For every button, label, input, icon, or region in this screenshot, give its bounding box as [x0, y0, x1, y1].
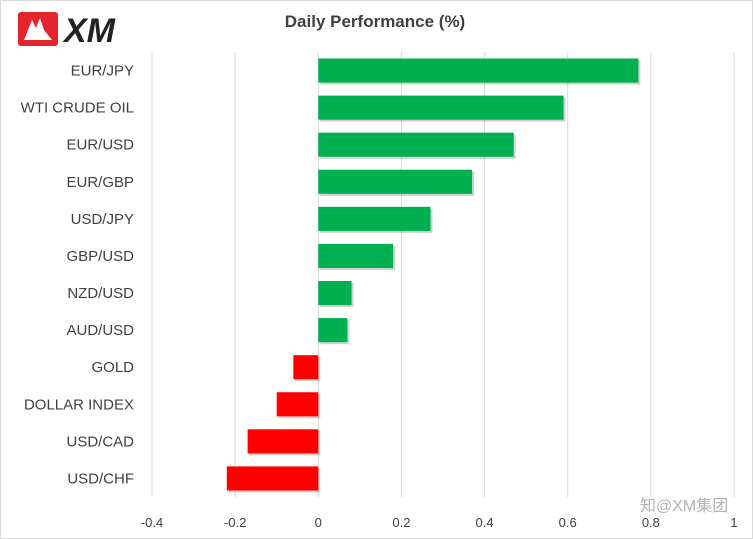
category-label: GBP/USD [66, 248, 134, 265]
x-tick-label: 0.4 [476, 515, 494, 530]
bull-icon [24, 18, 52, 40]
category-label: WTI CRUDE OIL [21, 100, 134, 117]
bar [293, 355, 319, 380]
bar [247, 429, 319, 454]
category-label: DOLLAR INDEX [24, 396, 134, 413]
bar [318, 243, 394, 269]
x-tick-label: 0.2 [392, 515, 410, 530]
category-label: USD/CHF [67, 470, 134, 487]
bar [318, 132, 514, 157]
category-label: EUR/JPY [71, 63, 134, 80]
x-tick-label: 0.8 [642, 515, 660, 530]
category-label: EUR/GBP [66, 174, 134, 191]
chart-title: Daily Performance (%) [284, 12, 466, 31]
bar [226, 466, 319, 491]
bar [276, 392, 319, 417]
x-tick-label: -0.2 [224, 515, 246, 530]
xm-logo-text: XM [62, 12, 116, 48]
category-label: USD/JPY [71, 211, 134, 228]
x-tick-labels: -0.4 -0.2 0 0.2 0.4 0.6 0.8 1 [141, 515, 738, 530]
bar [318, 318, 348, 343]
bar [318, 206, 431, 231]
bar [318, 280, 352, 306]
category-label: AUD/USD [66, 322, 134, 339]
x-tick-label: 0 [315, 515, 322, 530]
category-label: GOLD [91, 359, 134, 376]
x-tick-label: -0.4 [141, 515, 163, 530]
bar [318, 58, 639, 83]
x-tick-label: 0.6 [559, 515, 577, 530]
bar [318, 169, 473, 194]
x-tick-label: 1 [730, 515, 737, 530]
category-label: EUR/USD [66, 137, 134, 154]
category-label: NZD/USD [67, 285, 134, 302]
gridlines [151, 52, 735, 497]
xm-logo: XM [18, 12, 116, 48]
category-label: USD/CAD [66, 433, 134, 450]
bars [226, 58, 641, 493]
category-labels: EUR/JPY WTI CRUDE OIL EUR/USD EUR/GBP USD/JP… [21, 63, 135, 488]
bar [318, 95, 564, 120]
watermark: 知@XM集团 [640, 498, 729, 515]
